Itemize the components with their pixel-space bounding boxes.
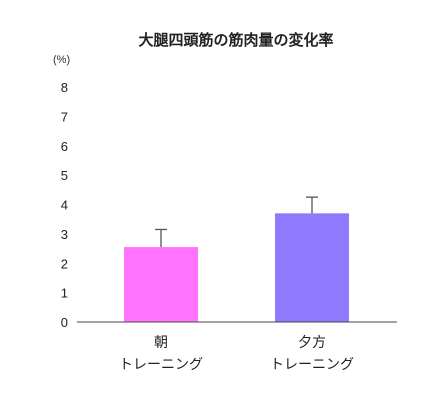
x-category-label: 朝 — [154, 335, 168, 351]
y-tick-label: 5 — [61, 168, 68, 183]
y-tick-label: 2 — [61, 256, 68, 271]
x-category-label: 夕方 — [298, 335, 326, 351]
x-category-label: トレーニング — [119, 357, 203, 373]
y-tick-label: 0 — [61, 315, 68, 330]
y-tick-label: 7 — [61, 109, 68, 124]
bars — [124, 213, 349, 322]
chart-title: 大腿四頭筋の筋肉量の変化率 — [138, 31, 333, 49]
y-tick-label: 4 — [61, 198, 68, 213]
error-bars — [155, 196, 318, 248]
x-category-label: トレーニング — [270, 357, 354, 373]
y-axis-ticks: 0 1 2 3 4 5 6 7 8 — [61, 80, 68, 330]
y-tick-label: 3 — [61, 227, 68, 242]
y-tick-label: 1 — [61, 286, 68, 301]
y-tick-label: 8 — [61, 80, 68, 95]
bar — [275, 213, 349, 322]
bar — [124, 247, 198, 322]
y-tick-label: 6 — [61, 139, 68, 154]
y-axis-unit: (%) — [53, 54, 70, 66]
